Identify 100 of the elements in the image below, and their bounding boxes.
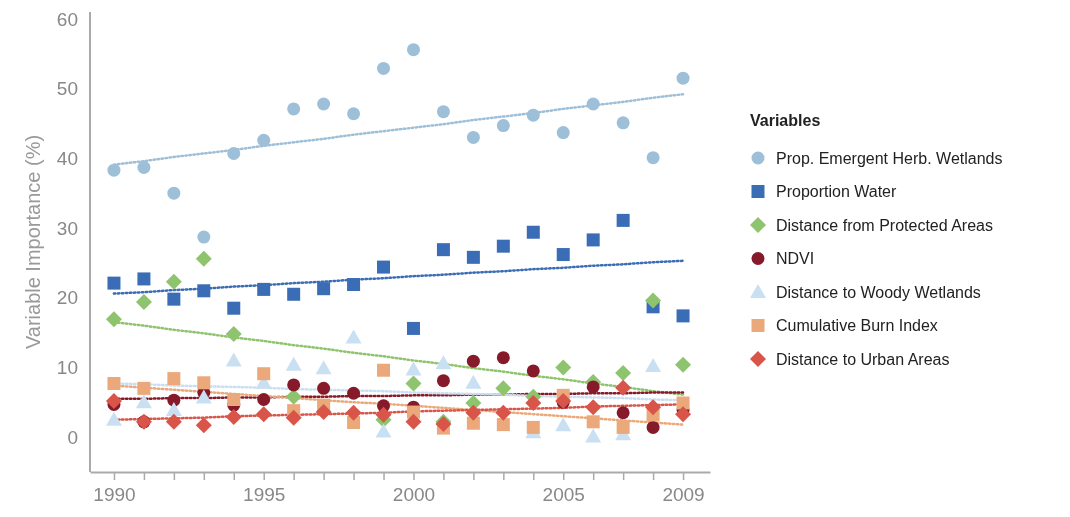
point xyxy=(435,355,452,370)
point xyxy=(345,329,362,344)
point xyxy=(676,309,690,323)
y-tick-label: 30 xyxy=(56,217,78,239)
legend-label: Prop. Emergent Herb. Wetlands xyxy=(776,149,1003,167)
point xyxy=(375,423,392,438)
point xyxy=(257,367,271,381)
point xyxy=(227,146,241,160)
point xyxy=(586,97,600,111)
point xyxy=(165,273,182,290)
point xyxy=(466,416,480,430)
legend-label: NDVI xyxy=(776,250,815,268)
point xyxy=(495,380,512,397)
point xyxy=(556,248,570,262)
point xyxy=(436,243,450,257)
point xyxy=(616,116,630,130)
point xyxy=(675,356,692,373)
point xyxy=(405,413,422,430)
point xyxy=(197,376,211,390)
point xyxy=(347,107,361,121)
point xyxy=(377,61,391,75)
legend-label: Cumulative Burn Index xyxy=(776,317,938,335)
legend-label: Distance to Woody Wetlands xyxy=(776,283,981,301)
point xyxy=(466,250,480,264)
point xyxy=(137,160,151,174)
point xyxy=(195,250,212,267)
point xyxy=(556,126,570,140)
point xyxy=(345,404,362,421)
point xyxy=(107,376,121,390)
point xyxy=(315,404,332,421)
x-tick-label: 2005 xyxy=(542,484,585,506)
point xyxy=(285,409,302,426)
point xyxy=(195,417,212,434)
point xyxy=(646,420,660,434)
point xyxy=(436,105,450,119)
point xyxy=(167,186,181,200)
point xyxy=(167,372,181,386)
point xyxy=(105,311,122,328)
point xyxy=(585,428,602,443)
point xyxy=(255,406,272,423)
point xyxy=(495,404,512,421)
point xyxy=(317,381,331,395)
point xyxy=(257,393,271,407)
point xyxy=(107,163,121,177)
point xyxy=(465,374,482,389)
point xyxy=(137,272,151,286)
point xyxy=(405,375,422,392)
point xyxy=(676,71,690,85)
legend-label: Distance to Urban Areas xyxy=(776,350,950,368)
point xyxy=(555,359,572,376)
point xyxy=(496,418,510,432)
point xyxy=(347,278,361,292)
point xyxy=(377,260,391,274)
point xyxy=(585,399,602,416)
x-tick-label: 1990 xyxy=(93,484,136,506)
point xyxy=(526,225,540,239)
point xyxy=(107,276,121,290)
point xyxy=(287,102,301,116)
legend-label: Distance from Protected Areas xyxy=(776,216,993,234)
point xyxy=(257,282,271,296)
point xyxy=(465,404,482,421)
point xyxy=(405,361,422,376)
point xyxy=(315,360,332,375)
point xyxy=(375,406,392,423)
point xyxy=(135,394,152,409)
point xyxy=(675,406,692,423)
point xyxy=(496,239,510,253)
point xyxy=(197,230,211,244)
point xyxy=(377,363,391,377)
x-tick-label: 2009 xyxy=(662,484,705,506)
point xyxy=(615,379,632,396)
point xyxy=(526,364,540,378)
point xyxy=(287,378,301,392)
y-axis-title: Variable Importance (%) xyxy=(22,134,44,350)
y-tick-label: 40 xyxy=(56,148,78,170)
point xyxy=(586,380,600,394)
point xyxy=(406,321,420,335)
point xyxy=(257,133,271,147)
point xyxy=(225,352,242,367)
point xyxy=(616,420,630,434)
point xyxy=(526,108,540,122)
x-tick-label: 2000 xyxy=(392,484,436,506)
point xyxy=(137,381,151,395)
point xyxy=(347,386,361,400)
point xyxy=(135,293,152,310)
point xyxy=(555,417,572,432)
point xyxy=(646,151,660,165)
point xyxy=(496,119,510,133)
point xyxy=(105,392,122,409)
y-tick-label: 0 xyxy=(67,426,78,448)
point xyxy=(466,130,480,144)
point xyxy=(676,396,690,410)
y-tick-label: 50 xyxy=(56,78,78,100)
point xyxy=(167,292,181,306)
y-tick-label: 60 xyxy=(56,8,78,30)
point xyxy=(105,411,122,426)
point xyxy=(197,284,211,298)
point xyxy=(436,374,450,388)
point xyxy=(317,97,331,111)
point xyxy=(526,420,540,434)
